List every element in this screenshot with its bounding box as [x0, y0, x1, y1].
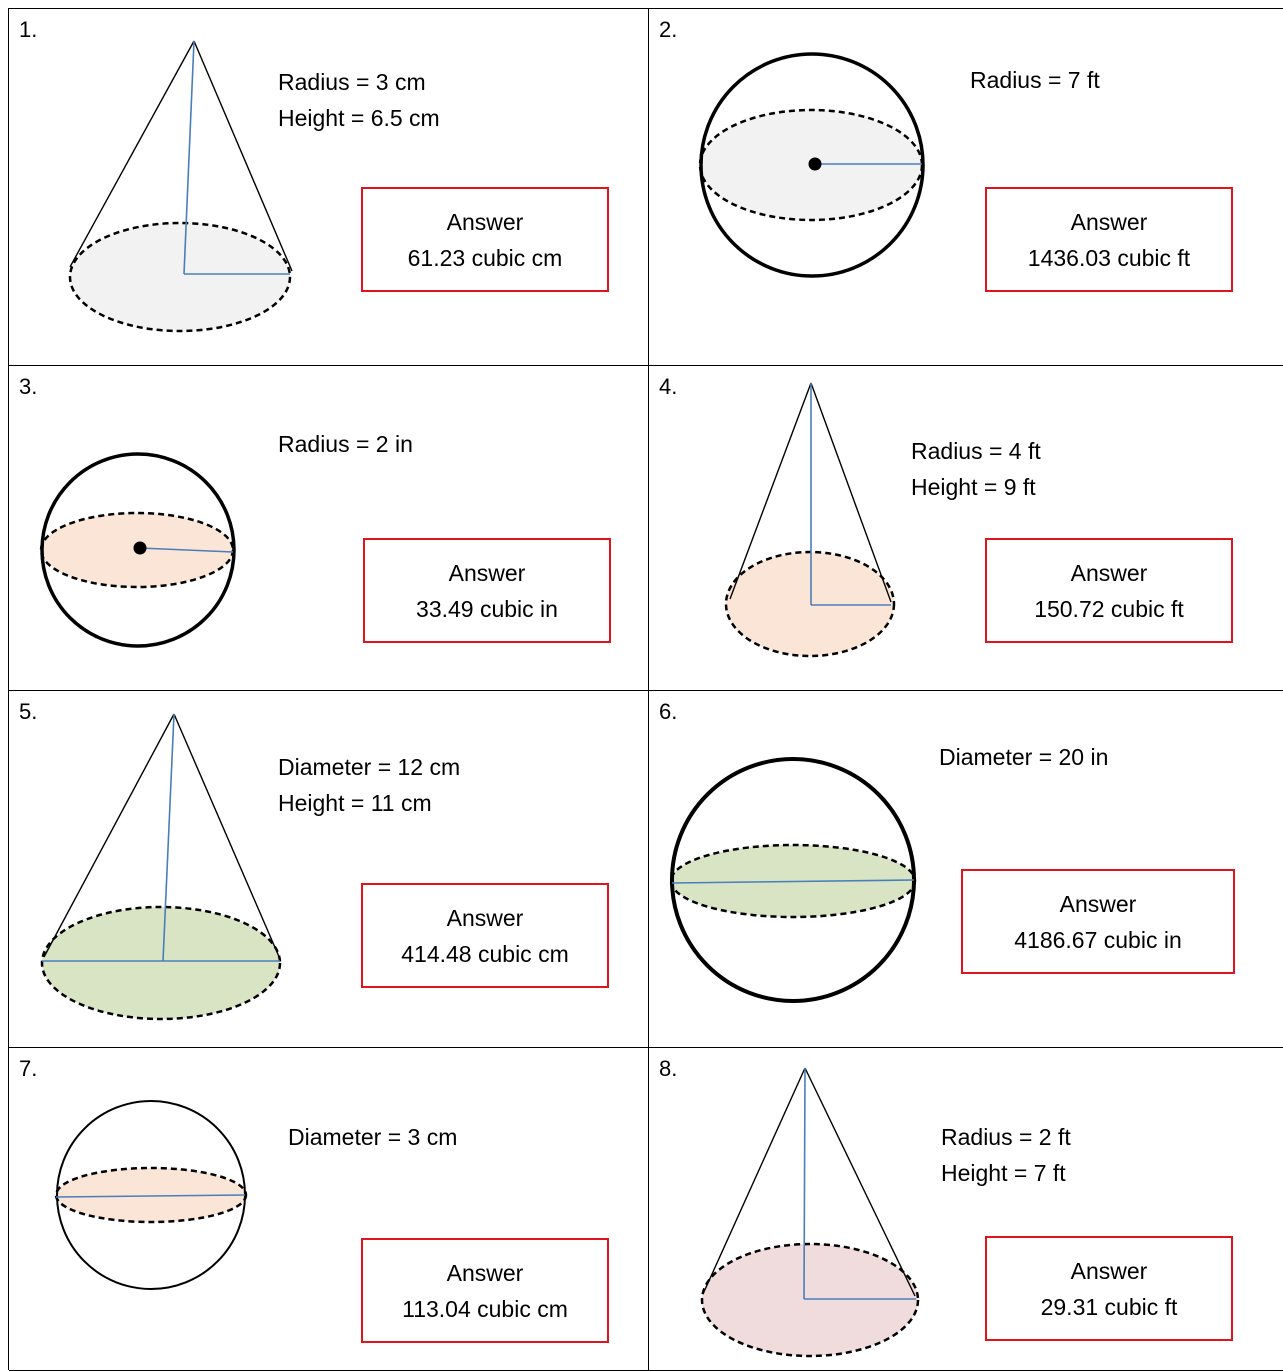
answer-value: 4186.67 cubic in: [1014, 926, 1182, 953]
problem-number: 8.: [659, 1056, 678, 1081]
answer-box: Answer 33.49 cubic in: [363, 538, 611, 643]
answer-label: Answer: [1070, 208, 1148, 235]
cone-side: [69, 40, 195, 268]
given-line: Height = 6.5 cm: [278, 105, 440, 131]
answer-label: Answer: [1070, 559, 1148, 586]
cone-figure: [40, 713, 282, 1021]
given-measurements: Radius = 2 in: [278, 426, 413, 462]
answer-value: 113.04 cubic cm: [402, 1295, 568, 1322]
answer-value: 61.23 cubic cm: [407, 244, 563, 271]
problem-cell-2: 2. Radius = 7 ft Answer 1436.03 cubic ft: [649, 9, 1283, 366]
given-line: Diameter = 20 in: [939, 744, 1109, 770]
cone-side: [804, 1067, 916, 1297]
cone-figure: [700, 1067, 920, 1358]
problem-cell-7: 7. Diameter = 3 cm Answer 113.04 cubic c…: [9, 1048, 649, 1371]
answer-box: Answer 4186.67 cubic in: [961, 869, 1235, 974]
sphere-outline: [40, 452, 236, 648]
problem-number: 1.: [19, 17, 38, 42]
answer-value: 1436.03 cubic ft: [1027, 244, 1191, 271]
given-line: Radius = 2 in: [278, 431, 413, 457]
given-measurements: Radius = 4 ft Height = 9 ft: [911, 433, 1041, 505]
given-line: Height = 11 cm: [278, 790, 432, 816]
problem-cell-1: 1. Radius = 3 cm Height = 6.5 cm Answer …: [9, 9, 649, 366]
given-line: Radius = 4 ft: [911, 438, 1041, 464]
answer-box: Answer 29.31 cubic ft: [985, 1236, 1233, 1341]
answer-label: Answer: [446, 904, 524, 931]
given-line: Radius = 2 ft: [941, 1124, 1071, 1150]
cone-side: [43, 713, 175, 958]
given-line: Radius = 7 ft: [970, 67, 1100, 93]
height-line: [183, 40, 195, 275]
given-measurements: Radius = 3 cm Height = 6.5 cm: [278, 64, 440, 136]
given-line: Height = 9 ft: [911, 474, 1036, 500]
problem-number: 5.: [19, 699, 38, 724]
sphere-figure: [698, 52, 925, 278]
height-line: [803, 1067, 806, 1300]
answer-value: 33.49 cubic in: [416, 595, 558, 622]
given-measurements: Diameter = 3 cm: [288, 1119, 457, 1155]
problem-cell-4: 4. Radius = 4 ft Height = 9 ft Answer 15…: [649, 366, 1283, 691]
answer-label: Answer: [446, 1259, 524, 1286]
answer-label: Answer: [446, 208, 524, 235]
given-measurements: Diameter = 20 in: [939, 739, 1108, 775]
center-point: [133, 541, 147, 555]
sphere-outline: [699, 52, 925, 278]
answer-value: 414.48 cubic cm: [401, 940, 569, 967]
cone-side: [702, 1067, 806, 1295]
given-line: Diameter = 3 cm: [288, 1124, 458, 1150]
diameter-line: [671, 879, 915, 884]
cone-figure: [724, 382, 896, 658]
answer-label: Answer: [1059, 890, 1137, 917]
given-line: Radius = 3 cm: [278, 69, 426, 95]
worksheet: 1. Radius = 3 cm Height = 6.5 cm Answer …: [8, 8, 1283, 1371]
cone-base: [68, 221, 292, 333]
cone-base: [40, 905, 282, 1021]
given-line: Diameter = 12 cm: [278, 754, 461, 780]
diameter-line: [55, 1194, 246, 1198]
cone-side: [173, 713, 281, 960]
cone-side: [810, 382, 892, 603]
answer-value: 150.72 cubic ft: [1034, 595, 1184, 622]
cone-figure: [68, 40, 293, 333]
answer-box: Answer 414.48 cubic cm: [361, 883, 609, 988]
cone-base: [700, 1242, 920, 1358]
cone-side: [729, 382, 812, 600]
problem-cell-3: 3. Radius = 2 in Answer 33.49 cubic in: [9, 366, 649, 691]
answer-box: Answer 61.23 cubic cm: [361, 187, 609, 292]
problem-number: 4.: [659, 374, 678, 399]
given-measurements: Diameter = 12 cm Height = 11 cm: [278, 749, 460, 821]
cone-side: [193, 40, 293, 272]
height-line: [162, 713, 175, 962]
answer-label: Answer: [448, 559, 526, 586]
answer-label: Answer: [1070, 1257, 1148, 1284]
center-point: [808, 157, 822, 171]
answer-value: 29.31 cubic ft: [1040, 1293, 1178, 1320]
answer-box: Answer 150.72 cubic ft: [985, 538, 1233, 643]
given-line: Height = 7 ft: [941, 1160, 1066, 1186]
problem-cell-5: 5. Diameter = 12 cm Height = 11 cm Answe…: [9, 691, 649, 1048]
sphere-figure: [54, 1100, 248, 1290]
answer-box: Answer 1436.03 cubic ft: [985, 187, 1233, 292]
problem-number: 2.: [659, 17, 678, 42]
problem-grid: 1. Radius = 3 cm Height = 6.5 cm Answer …: [8, 8, 1283, 1371]
problem-number: 6.: [659, 699, 678, 724]
given-measurements: Radius = 2 ft Height = 7 ft: [941, 1119, 1071, 1191]
problem-number: 7.: [19, 1056, 38, 1081]
problem-number: 3.: [19, 374, 38, 399]
sphere-figure: [669, 757, 917, 1003]
cone-base: [724, 550, 896, 658]
sphere-figure: [39, 452, 236, 648]
given-measurements: Radius = 7 ft: [970, 62, 1100, 98]
problem-cell-8: 8. Radius = 2 ft Height = 7 ft Answer 29…: [649, 1048, 1283, 1371]
problem-cell-6: 6. Diameter = 20 in Answer 4186.67 cubic…: [649, 691, 1283, 1048]
answer-box: Answer 113.04 cubic cm: [361, 1238, 609, 1343]
radius-line: [139, 547, 234, 553]
